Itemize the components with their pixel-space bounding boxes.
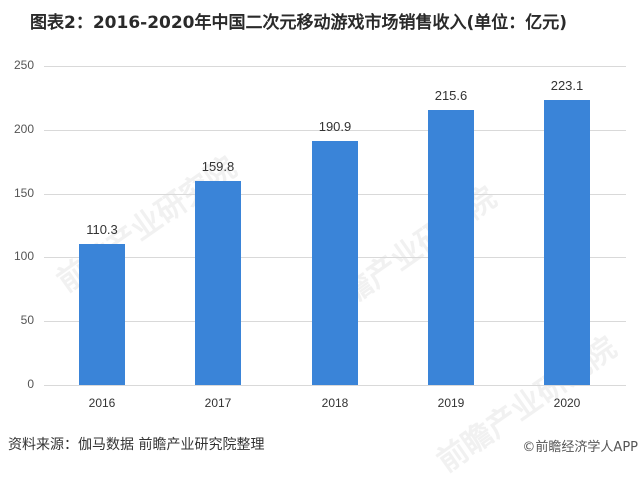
- x-tick-label: 2019: [437, 396, 465, 410]
- credit-note: ©前瞻经济学人APP: [522, 440, 638, 455]
- source-note: 资料来源：伽马数据 前瞻产业研究院整理: [8, 437, 265, 453]
- gridline: [44, 385, 626, 386]
- y-tick-label: 50: [20, 313, 34, 328]
- value-label: 190.9: [318, 119, 352, 135]
- x-tick-label: 2020: [553, 396, 581, 410]
- value-label: 159.8: [201, 159, 235, 175]
- gridline: [44, 129, 626, 131]
- x-tick-label: 2017: [204, 396, 232, 410]
- bar-2016: [79, 244, 125, 385]
- value-label: 110.3: [86, 222, 118, 238]
- chart-title: 图表2：2016-2020年中国二次元移动游戏市场销售收入(单位：亿元): [30, 13, 568, 33]
- bar-2017: [195, 181, 241, 385]
- x-tick-label: 2016: [88, 396, 116, 410]
- y-tick-label: 250: [13, 58, 34, 72]
- y-tick-label: 150: [13, 185, 34, 200]
- bar-2020: [544, 100, 590, 385]
- bar-2018: [312, 141, 358, 385]
- y-tick-label: 0: [27, 377, 34, 391]
- value-label: 223.1: [550, 78, 584, 94]
- y-tick-label: 200: [13, 121, 34, 136]
- bar-chart: 前瞻产业研究院 前瞻产业研究院 前瞻产业研究院 0 50 100 150 200 250 110.…: [13, 58, 626, 479]
- y-tick-label: 100: [13, 249, 34, 264]
- value-label: 215.6: [434, 87, 468, 103]
- bar-2019: [428, 109, 474, 385]
- x-tick-label: 2018: [321, 396, 349, 410]
- gridline: [44, 66, 626, 67]
